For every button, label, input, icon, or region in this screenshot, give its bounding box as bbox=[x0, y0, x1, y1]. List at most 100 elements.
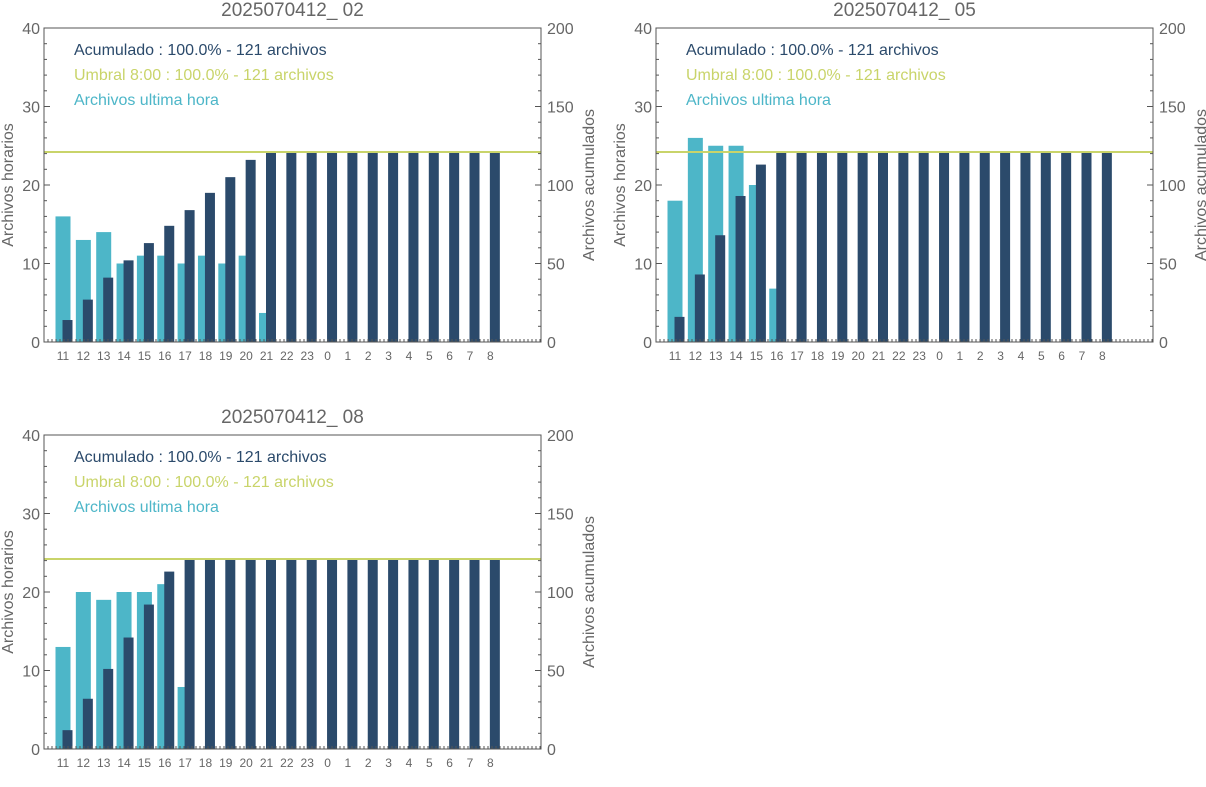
y-tick-label: 20 bbox=[634, 178, 652, 195]
cumulative-bar bbox=[816, 152, 827, 342]
y-tick-label: 30 bbox=[22, 507, 40, 524]
chart-panel-2: 2025070412_ 05 0 10 20 30 40 0 50 100 150 200 11 12 1… bbox=[612, 0, 1206, 380]
x-tick-label: 2 bbox=[977, 349, 984, 363]
x-tick-label: 11 bbox=[57, 349, 70, 363]
x-tick-label: 12 bbox=[689, 349, 703, 363]
x-tick-label: 20 bbox=[851, 349, 865, 363]
y2-tick-label: 150 bbox=[1159, 100, 1186, 117]
cumulative-bar bbox=[857, 152, 868, 342]
x-tick-label: 19 bbox=[219, 349, 233, 363]
y-tick-label: 40 bbox=[634, 21, 652, 38]
chart-title: 2025070412_ 05 bbox=[833, 0, 976, 21]
x-tick-label: 14 bbox=[117, 756, 131, 770]
x-tick-label: 1 bbox=[957, 349, 964, 363]
hourly-bar bbox=[55, 646, 71, 749]
y2-tick-label: 100 bbox=[1159, 178, 1186, 195]
cumulative-bar bbox=[449, 559, 460, 749]
y2-tick-label: 0 bbox=[547, 742, 556, 759]
x-tick-label: 6 bbox=[446, 756, 453, 770]
y-tick-label: 0 bbox=[643, 335, 652, 352]
x-tick-label: 16 bbox=[158, 349, 172, 363]
x-tick-label: 21 bbox=[260, 349, 274, 363]
cumulative-bar bbox=[918, 152, 929, 342]
x-tick-label: 17 bbox=[178, 756, 192, 770]
cumulative-bar bbox=[164, 571, 175, 749]
x-tick-label: 23 bbox=[913, 349, 927, 363]
cumulative-bar bbox=[408, 152, 419, 342]
cumulative-bar bbox=[82, 698, 93, 749]
y2-tick-label: 200 bbox=[547, 21, 574, 38]
cumulative-bar bbox=[306, 152, 317, 342]
y-axis-label: Archivos horarios bbox=[0, 530, 17, 654]
x-tick-label: 20 bbox=[239, 349, 253, 363]
cumulative-bar bbox=[266, 152, 276, 342]
cumulative-bar bbox=[367, 559, 378, 749]
x-tick-label: 7 bbox=[467, 756, 474, 770]
x-tick-label: 15 bbox=[750, 349, 764, 363]
cumulative-bar bbox=[143, 604, 154, 749]
cumulative-bar bbox=[327, 559, 338, 749]
cumulative-bar bbox=[939, 152, 950, 342]
y2-tick-label: 100 bbox=[547, 585, 574, 602]
cumulative-bar bbox=[837, 152, 848, 342]
cumulative-bar bbox=[755, 164, 766, 342]
cumulative-bar bbox=[776, 152, 787, 342]
legend-entry: Acumulado : 100.0% - 121 archivos bbox=[74, 449, 327, 466]
y2-tick-label: 50 bbox=[547, 664, 565, 681]
y2-tick-label: 50 bbox=[1159, 257, 1177, 274]
cumulative-bar bbox=[62, 320, 73, 342]
y2-tick-label: 50 bbox=[547, 257, 565, 274]
y2-tick-label: 150 bbox=[547, 507, 574, 524]
y-tick-label: 10 bbox=[634, 257, 652, 274]
cumulative-bar bbox=[469, 152, 480, 342]
y-tick-label: 10 bbox=[22, 257, 40, 274]
y-tick-label: 10 bbox=[22, 664, 40, 681]
x-tick-label: 5 bbox=[426, 756, 433, 770]
x-tick-label: 3 bbox=[385, 349, 392, 363]
cumulative-bar bbox=[204, 192, 215, 342]
x-tick-label: 17 bbox=[790, 349, 804, 363]
x-tick-label: 0 bbox=[324, 349, 331, 363]
y-axis-label: Archivos horarios bbox=[612, 123, 629, 247]
cumulative-bar bbox=[1101, 152, 1112, 342]
x-tick-label: 23 bbox=[301, 756, 315, 770]
cumulative-bar bbox=[428, 559, 439, 749]
x-tick-label: 22 bbox=[892, 349, 906, 363]
y-tick-label: 0 bbox=[31, 742, 40, 759]
cumulative-bar bbox=[428, 152, 439, 342]
cumulative-bar bbox=[469, 559, 480, 749]
legend-entry: Archivos ultima hora bbox=[686, 92, 831, 109]
x-tick-label: 4 bbox=[406, 756, 413, 770]
cumulative-bar bbox=[1081, 152, 1092, 342]
x-tick-label: 3 bbox=[997, 349, 1004, 363]
y2-tick-label: 150 bbox=[547, 100, 574, 117]
x-tick-label: 18 bbox=[199, 349, 213, 363]
cumulative-bar bbox=[735, 195, 746, 342]
cumulative-bar bbox=[489, 152, 500, 342]
cumulative-bar bbox=[245, 159, 256, 342]
x-tick-label: 16 bbox=[158, 756, 172, 770]
y2-axis-label: Archivos acumulados bbox=[1193, 109, 1206, 261]
y-tick-label: 30 bbox=[22, 100, 40, 117]
y-tick-label: 40 bbox=[22, 428, 40, 445]
x-tick-label: 8 bbox=[1099, 349, 1106, 363]
x-tick-label: 7 bbox=[467, 349, 474, 363]
cumulative-bar bbox=[184, 210, 195, 342]
x-tick-label: 18 bbox=[811, 349, 825, 363]
x-tick-label: 5 bbox=[1038, 349, 1045, 363]
x-tick-label: 2 bbox=[365, 756, 372, 770]
x-tick-label: 13 bbox=[97, 756, 111, 770]
legend-entry: Archivos ultima hora bbox=[74, 92, 219, 109]
x-tick-label: 7 bbox=[1079, 349, 1086, 363]
y-tick-label: 20 bbox=[22, 178, 40, 195]
legend-entry: Acumulado : 100.0% - 121 archivos bbox=[686, 42, 939, 59]
x-tick-label: 16 bbox=[770, 349, 784, 363]
y2-tick-label: 0 bbox=[1159, 335, 1168, 352]
chart-title: 2025070412_ 08 bbox=[221, 407, 364, 428]
x-tick-label: 4 bbox=[1018, 349, 1025, 363]
cumulative-bar bbox=[367, 152, 378, 342]
y-tick-label: 0 bbox=[31, 335, 40, 352]
cumulative-bar bbox=[898, 152, 909, 342]
